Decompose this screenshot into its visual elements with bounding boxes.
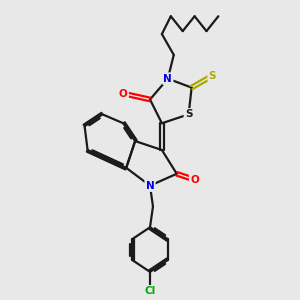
Text: O: O (119, 88, 128, 98)
Text: S: S (185, 109, 192, 119)
Text: N: N (164, 74, 172, 84)
Text: N: N (146, 181, 154, 191)
Text: S: S (209, 71, 216, 81)
Text: O: O (190, 175, 199, 185)
Text: Cl: Cl (144, 286, 156, 296)
